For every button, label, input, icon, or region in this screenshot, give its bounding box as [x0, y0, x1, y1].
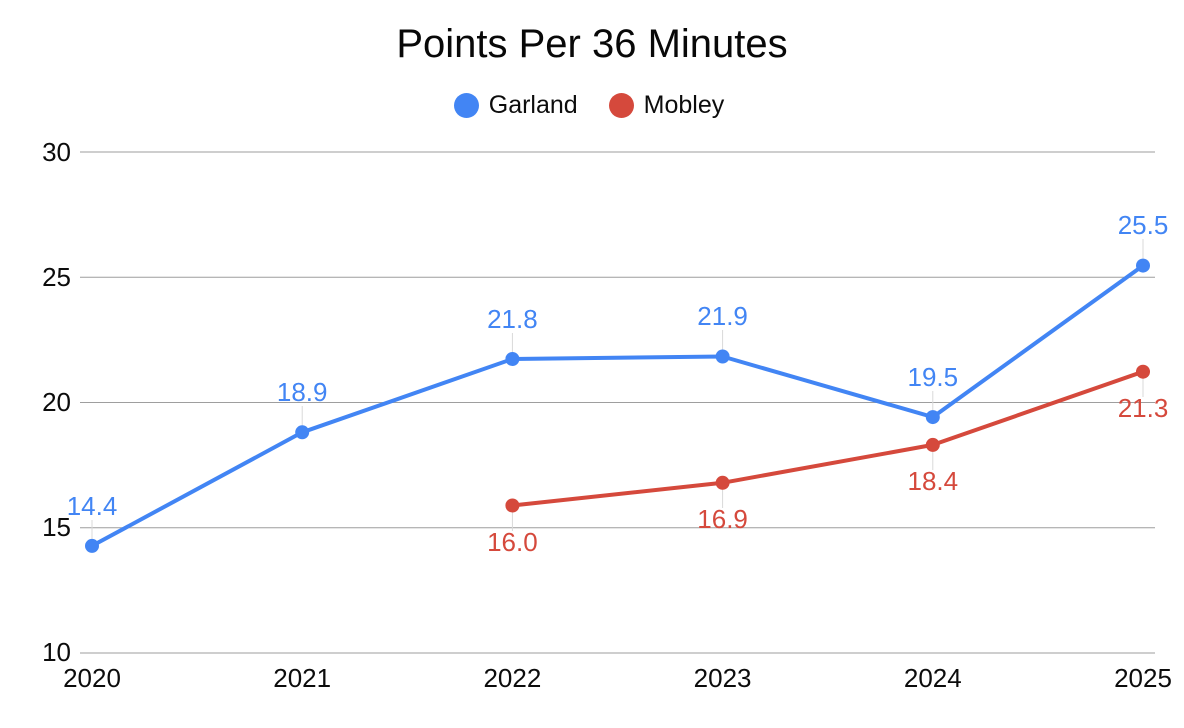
svg-text:18.9: 18.9	[277, 377, 328, 407]
svg-text:2021: 2021	[273, 663, 331, 693]
svg-text:2022: 2022	[483, 663, 541, 693]
svg-text:2025: 2025	[1114, 663, 1172, 693]
svg-text:19.5: 19.5	[907, 362, 958, 392]
svg-text:16.0: 16.0	[487, 527, 538, 557]
svg-text:21.8: 21.8	[487, 304, 538, 334]
svg-text:16.9: 16.9	[697, 504, 748, 534]
svg-text:25.5: 25.5	[1118, 210, 1169, 240]
svg-text:25: 25	[42, 262, 71, 292]
svg-text:2024: 2024	[904, 663, 962, 693]
svg-text:21.9: 21.9	[697, 301, 748, 331]
svg-text:18.4: 18.4	[907, 466, 958, 496]
svg-text:2020: 2020	[63, 663, 121, 693]
svg-text:30: 30	[42, 137, 71, 167]
svg-text:2023: 2023	[694, 663, 752, 693]
svg-text:20: 20	[42, 387, 71, 417]
svg-text:14.4: 14.4	[67, 491, 118, 521]
svg-text:21.3: 21.3	[1118, 393, 1169, 423]
